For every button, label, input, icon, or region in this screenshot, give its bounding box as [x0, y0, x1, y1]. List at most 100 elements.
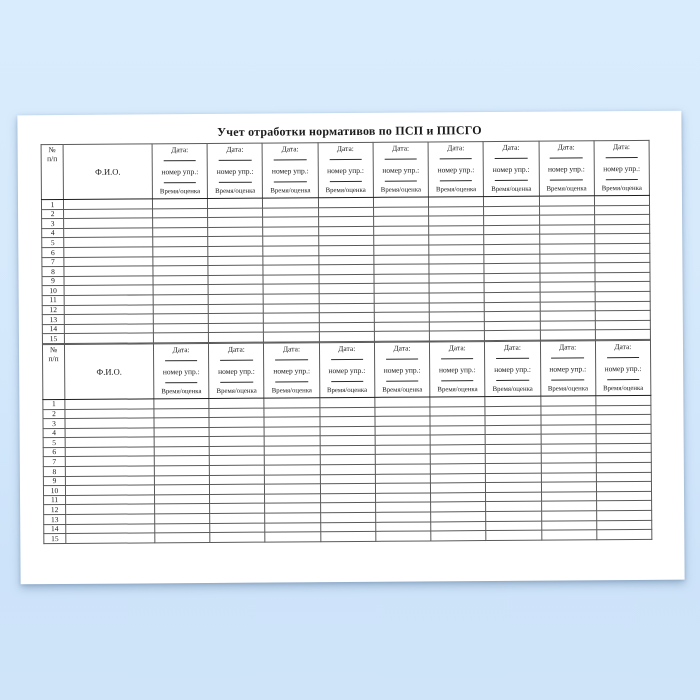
empty-data-cell	[265, 531, 321, 542]
empty-data-cell	[209, 484, 265, 495]
empty-data-cell	[263, 216, 319, 227]
empty-data-cell	[152, 227, 208, 238]
fill-in-line	[275, 359, 308, 361]
exercise-number-label: номер упр.:	[604, 363, 642, 373]
date-label: Дата:	[282, 344, 301, 354]
exercise-number-label: номер упр.:	[437, 164, 475, 174]
date-header-stack: Дата: номер упр.: Время/оценка	[485, 342, 540, 396]
row-number-cell: 7	[43, 456, 66, 467]
num-label: №	[48, 145, 56, 155]
empty-data-cell	[320, 493, 376, 504]
fill-in-line	[550, 179, 583, 181]
time-score-label: Время/оценка	[546, 185, 587, 193]
time-score-label: Время/оценка	[601, 185, 642, 193]
fill-in-line	[329, 180, 362, 182]
date-header-stack: Дата: номер упр.: Время/оценка	[375, 342, 430, 396]
exercise-number-label: номер упр.:	[603, 163, 641, 173]
date-label: Дата:	[338, 343, 356, 353]
empty-data-cell	[65, 465, 155, 477]
empty-data-cell	[374, 406, 431, 417]
row-number-cell: 1	[41, 199, 64, 210]
empty-data-cell	[373, 225, 429, 236]
time-score-label: Время/оценка	[325, 187, 366, 195]
empty-data-cell	[154, 455, 210, 466]
empty-data-cell	[594, 214, 650, 225]
empty-data-cell	[65, 494, 155, 505]
empty-data-cell	[375, 511, 431, 522]
empty-data-cell	[65, 437, 155, 448]
empty-data-cell	[538, 195, 595, 206]
empty-data-cell	[594, 224, 650, 235]
empty-data-cell	[430, 415, 486, 426]
empty-data-cell	[152, 198, 208, 209]
date-header-stack: Дата: номер упр.: Время/оценка	[318, 143, 373, 197]
empty-data-cell	[595, 433, 652, 444]
empty-data-cell	[208, 332, 264, 343]
empty-data-cell	[540, 414, 596, 425]
date-label: Дата:	[171, 145, 189, 155]
empty-data-cell	[375, 444, 431, 455]
empty-data-cell	[208, 274, 264, 285]
row-number-cell: 2	[41, 209, 64, 219]
empty-data-cell	[595, 443, 652, 454]
empty-data-cell	[374, 416, 431, 427]
fill-in-line	[496, 379, 529, 381]
time-score-label: Время/оценка	[216, 387, 257, 396]
num-label: №	[49, 344, 58, 355]
empty-data-cell	[373, 283, 430, 294]
exercise-number-label: номер упр.:	[549, 363, 587, 374]
empty-data-cell	[154, 523, 211, 534]
empty-data-cell	[263, 332, 320, 343]
empty-data-cell	[594, 252, 650, 263]
row-number-cell: 5	[43, 437, 66, 448]
date-col-header: Дата: номер упр.: Время/оценка	[374, 341, 430, 398]
empty-data-cell	[64, 398, 154, 409]
empty-data-cell	[595, 452, 652, 463]
empty-data-cell	[208, 313, 264, 324]
empty-data-cell	[65, 504, 155, 515]
empty-data-cell	[375, 464, 431, 474]
empty-data-cell	[263, 284, 319, 295]
empty-data-cell	[263, 303, 319, 314]
empty-data-cell	[265, 512, 321, 523]
empty-data-cell	[208, 255, 264, 266]
fill-in-line	[218, 159, 252, 161]
empty-data-cell	[154, 503, 210, 514]
empty-data-cell	[485, 501, 542, 512]
fill-in-line	[439, 179, 473, 182]
empty-data-cell	[153, 313, 209, 324]
empty-data-cell	[375, 473, 431, 484]
empty-data-cell	[375, 454, 431, 465]
date-label: Дата:	[447, 143, 465, 153]
fill-in-line	[605, 178, 638, 180]
empty-data-cell	[429, 273, 485, 284]
empty-data-cell	[594, 272, 651, 283]
empty-data-cell	[428, 215, 484, 226]
empty-data-cell	[264, 464, 321, 475]
empty-data-cell	[319, 464, 376, 475]
empty-data-cell	[539, 205, 595, 216]
empty-data-cell	[374, 435, 431, 446]
empty-data-cell	[318, 293, 375, 304]
date-col-header: Дата: номер упр.: Время/оценка	[153, 343, 210, 399]
date-header-stack: Дата: номер упр.: Время/оценка	[539, 141, 594, 195]
empty-data-cell	[539, 262, 595, 273]
empty-data-cell	[209, 503, 266, 514]
empty-data-cell	[207, 207, 264, 218]
fill-in-line	[329, 158, 362, 161]
date-header-stack: Дата: номер упр.: Время/оценка	[263, 143, 318, 197]
empty-data-cell	[483, 196, 540, 207]
empty-data-cell	[375, 483, 431, 494]
empty-data-cell	[64, 333, 154, 344]
empty-data-cell	[539, 253, 595, 264]
empty-data-cell	[594, 233, 650, 244]
date-col-header: Дата: номер упр.: Время/оценка	[539, 340, 596, 397]
empty-data-cell	[153, 417, 210, 428]
empty-data-cell	[263, 245, 319, 256]
date-label: Дата:	[503, 342, 521, 352]
empty-data-cell	[318, 254, 374, 265]
empty-data-cell	[209, 417, 265, 428]
empty-data-cell	[207, 236, 264, 247]
empty-data-cell	[539, 224, 595, 235]
empty-data-cell	[318, 283, 374, 294]
